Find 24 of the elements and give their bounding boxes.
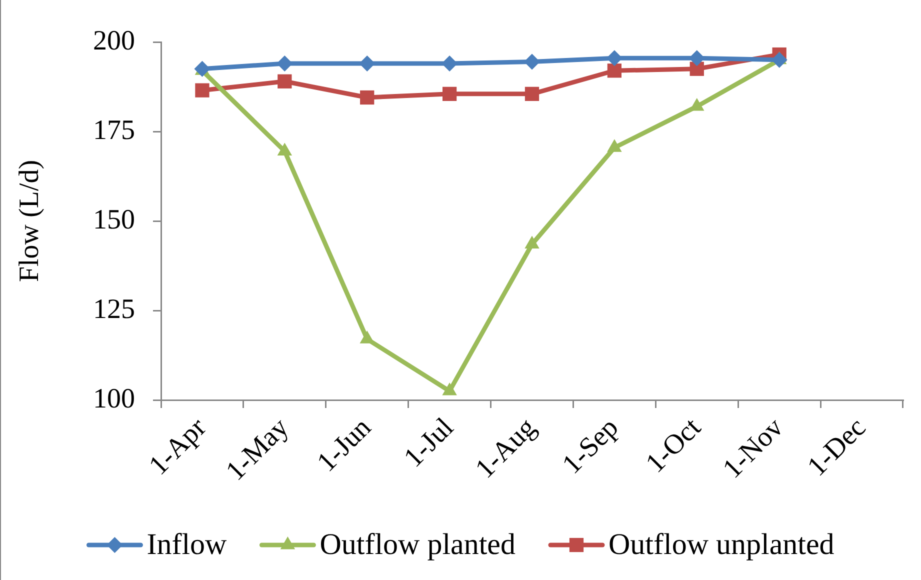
point <box>360 330 374 344</box>
point <box>688 50 705 66</box>
point <box>442 382 457 396</box>
y-tick-label: 100 <box>93 383 135 414</box>
point <box>360 90 374 105</box>
point <box>690 62 704 76</box>
y-axis-title: Flow (L/d) <box>14 160 46 282</box>
y-tick-label: 125 <box>93 294 135 325</box>
y-tick-label: 175 <box>93 114 135 146</box>
point <box>607 64 622 78</box>
legend-label: Inflow <box>146 528 228 561</box>
point <box>195 83 210 98</box>
point <box>606 50 622 66</box>
point <box>524 54 540 70</box>
y-tick-label: 150 <box>93 204 135 236</box>
point <box>277 142 292 156</box>
legend-label: Outflow planted <box>320 528 516 561</box>
point <box>524 236 540 249</box>
point <box>442 86 457 101</box>
point <box>278 74 292 88</box>
point <box>607 139 622 152</box>
y-tick-label: 200 <box>93 25 135 56</box>
legend-label: Outflow unplanted <box>608 528 834 561</box>
point <box>524 86 540 101</box>
